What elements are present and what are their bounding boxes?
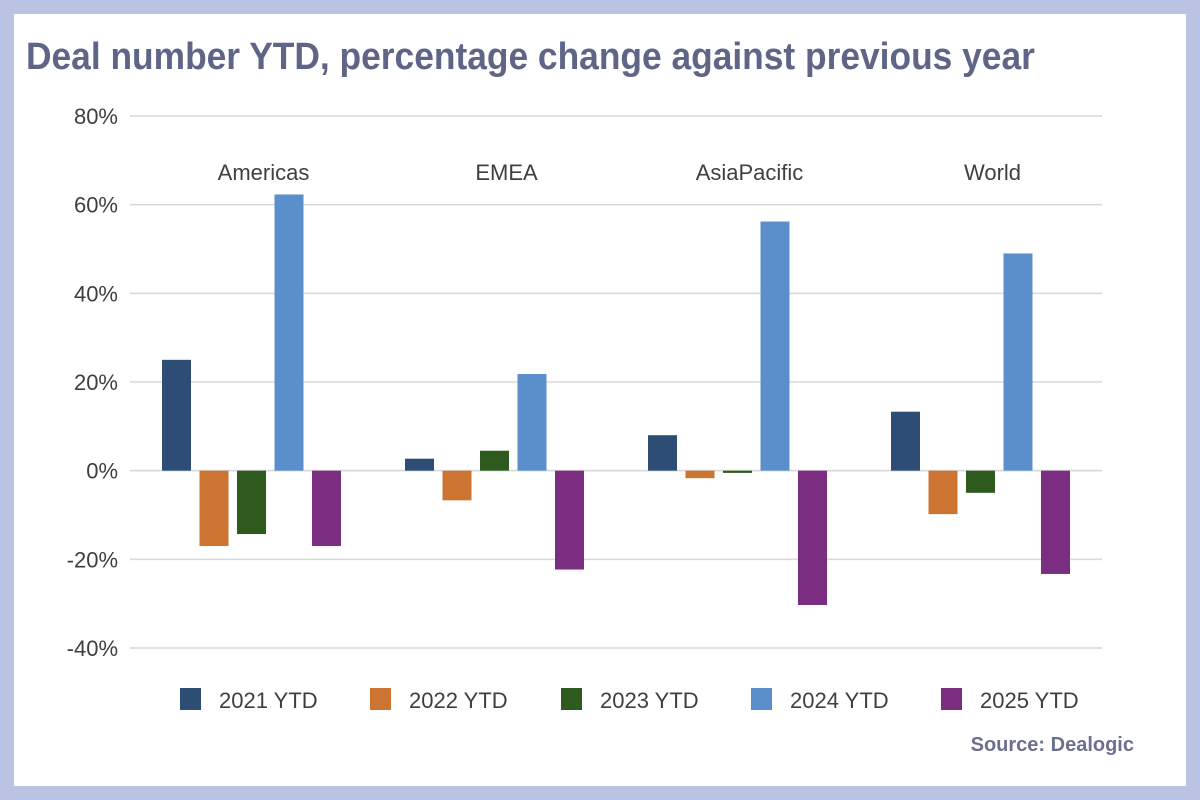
bar	[723, 470, 752, 473]
category-label: AsiaPacific	[696, 160, 804, 185]
legend: 2021 YTD 2022 YTD 2023 YTD 2024 YTD 2025 YTD	[180, 688, 1079, 713]
bar	[442, 470, 472, 501]
y-tick-label: 60%	[74, 193, 118, 218]
bar	[1003, 253, 1033, 471]
bar	[237, 470, 266, 535]
legend-label: 2025 YTD	[980, 688, 1079, 713]
legend-label: 2022 YTD	[409, 688, 508, 713]
bar	[798, 470, 827, 605]
bars	[162, 194, 1070, 605]
bar	[760, 221, 790, 471]
legend-swatch	[941, 688, 962, 710]
y-tick-label: -20%	[67, 547, 118, 572]
y-tick-label: 0%	[86, 459, 118, 484]
y-tick-label: 80%	[74, 104, 118, 129]
bar	[405, 458, 434, 471]
bar	[648, 435, 677, 471]
bar	[928, 470, 958, 515]
legend-swatch	[370, 688, 391, 710]
legend-swatch	[751, 688, 772, 710]
bar	[480, 450, 509, 471]
category-labels: Americas EMEA AsiaPacific World	[218, 160, 1021, 185]
y-axis-tick-labels: 80% 60% 40% 20% 0% -20% -40%	[67, 104, 118, 661]
bar	[517, 374, 547, 471]
bar	[312, 470, 341, 547]
source-note: Source: Dealogic	[970, 734, 1134, 756]
category-label: World	[964, 160, 1021, 185]
bar	[966, 470, 995, 493]
bar	[555, 470, 584, 570]
chart-title: Deal number YTD, percentage change again…	[26, 36, 1035, 78]
chart-frame	[14, 14, 1186, 786]
bar	[1041, 470, 1070, 574]
category-label: Americas	[218, 160, 310, 185]
legend-label: 2021 YTD	[219, 688, 318, 713]
legend-swatch	[561, 688, 582, 710]
bar	[162, 359, 191, 471]
y-tick-label: 20%	[74, 370, 118, 395]
bar	[891, 411, 920, 471]
legend-label: 2024 YTD	[790, 688, 889, 713]
y-tick-label: 40%	[74, 281, 118, 306]
bar	[199, 470, 229, 547]
bar	[274, 194, 304, 471]
bar	[685, 470, 715, 479]
category-label: EMEA	[475, 160, 538, 185]
y-tick-label: -40%	[67, 636, 118, 661]
legend-label: 2023 YTD	[600, 688, 699, 713]
legend-swatch	[180, 688, 201, 710]
